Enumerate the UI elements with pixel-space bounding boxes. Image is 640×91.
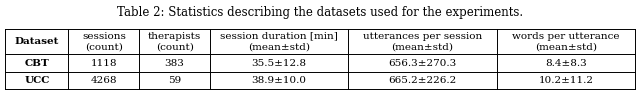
Text: 383: 383 (164, 59, 184, 68)
Text: 8.4±8.3: 8.4±8.3 (545, 59, 587, 68)
Text: 59: 59 (168, 76, 181, 85)
Text: 665.2±226.2: 665.2±226.2 (388, 76, 456, 85)
Text: 656.3±270.3: 656.3±270.3 (388, 59, 456, 68)
Text: 10.2±11.2: 10.2±11.2 (538, 76, 593, 85)
Text: CBT: CBT (24, 59, 49, 68)
Text: words per utterance
(mean±std): words per utterance (mean±std) (512, 32, 620, 52)
Text: 4268: 4268 (91, 76, 117, 85)
Text: utterances per session
(mean±std): utterances per session (mean±std) (363, 32, 482, 52)
Text: Table 2: Statistics describing the datasets used for the experiments.: Table 2: Statistics describing the datas… (117, 6, 523, 19)
Text: 1118: 1118 (91, 59, 117, 68)
Text: UCC: UCC (24, 76, 49, 85)
Text: Dataset: Dataset (15, 37, 59, 46)
Text: 38.9±10.0: 38.9±10.0 (252, 76, 307, 85)
Text: session duration [min]
(mean±std): session duration [min] (mean±std) (220, 32, 338, 52)
Text: 35.5±12.8: 35.5±12.8 (252, 59, 307, 68)
Text: therapists
(count): therapists (count) (148, 32, 202, 52)
Text: sessions
(count): sessions (count) (82, 32, 126, 52)
